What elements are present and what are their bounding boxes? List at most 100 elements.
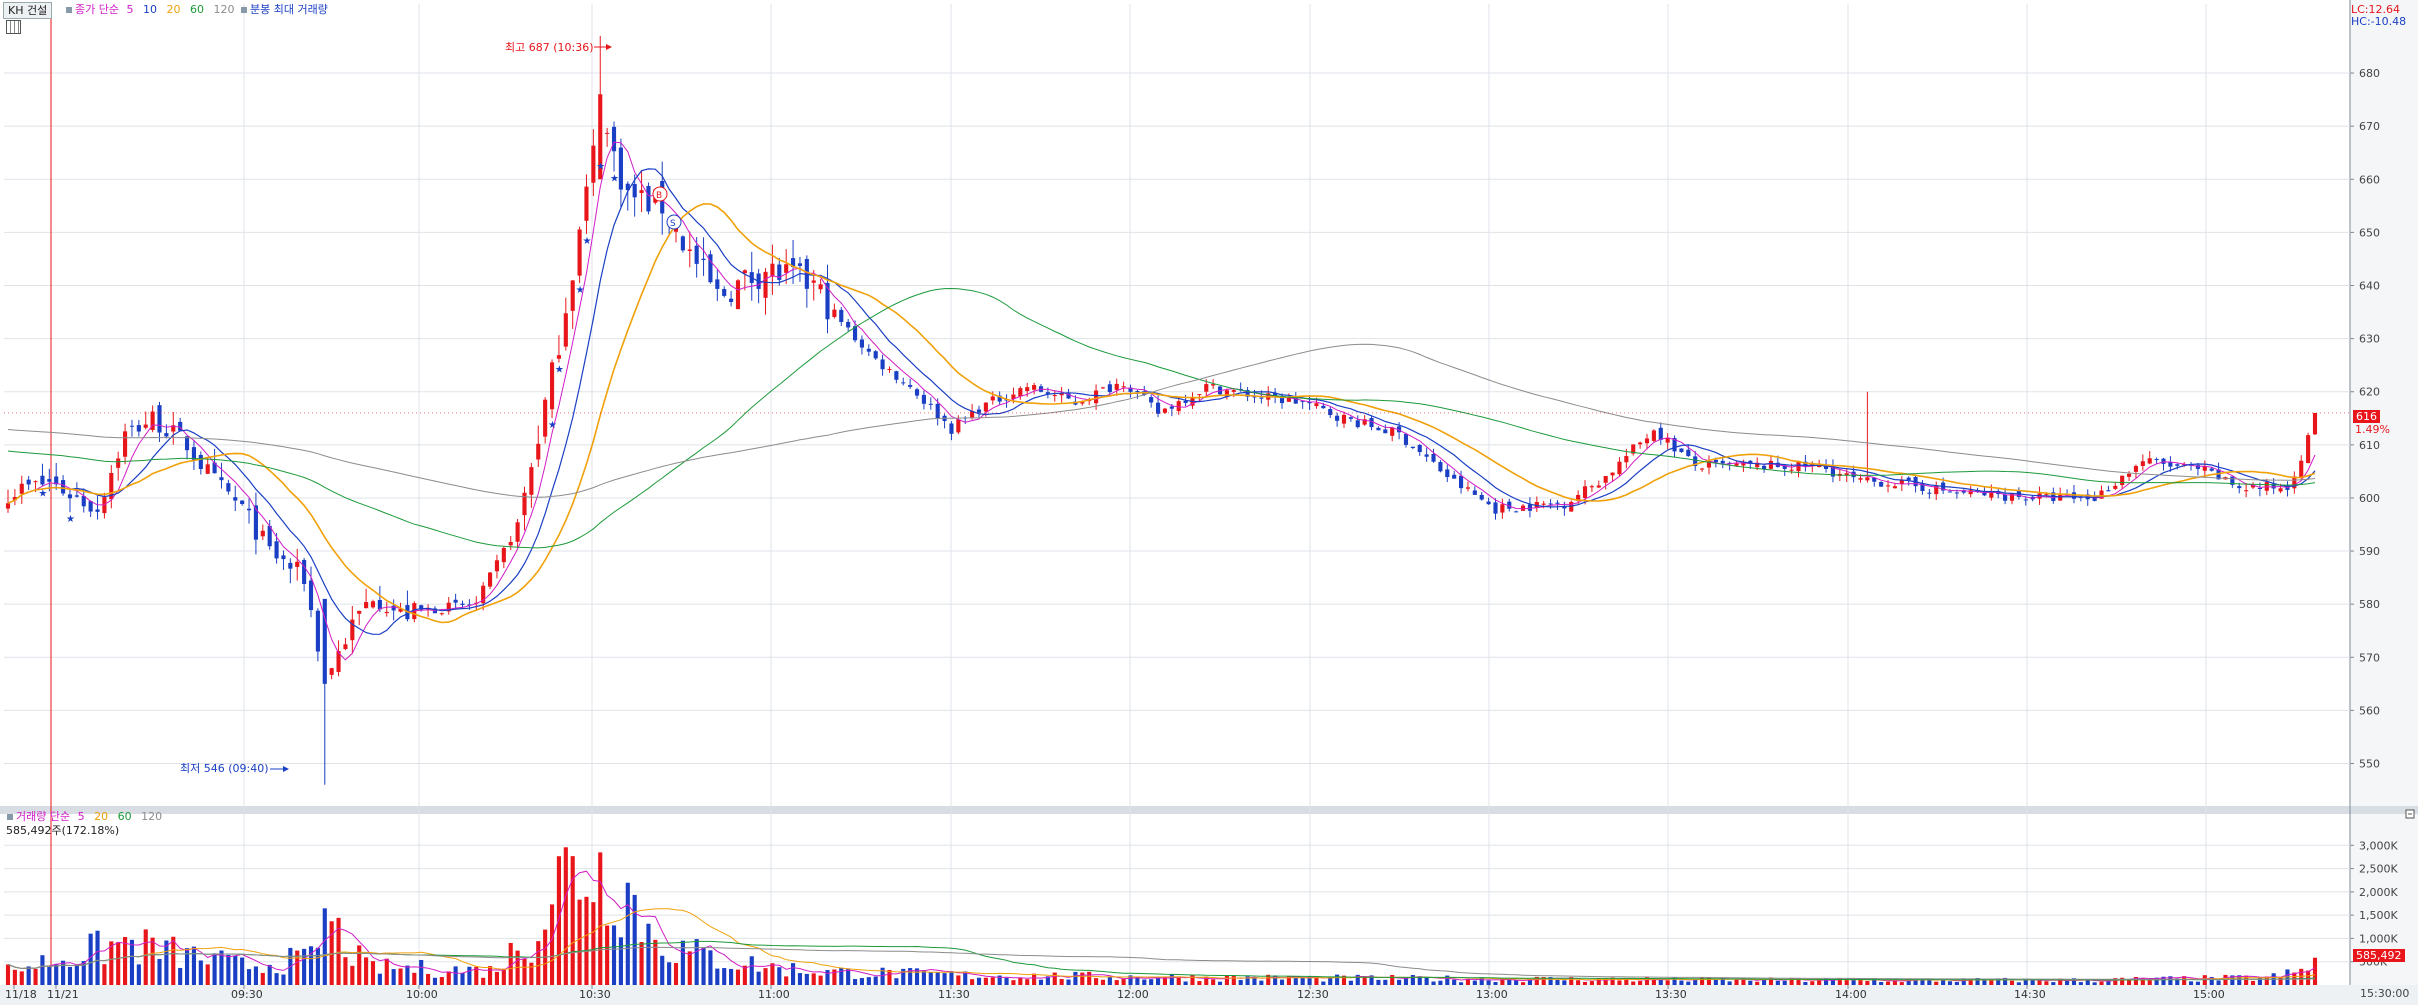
candle-body	[1066, 393, 1071, 399]
candle-body	[1624, 456, 1629, 463]
volume-bar	[1651, 979, 1656, 985]
volume-bar	[660, 955, 665, 985]
candle-body	[1706, 461, 1712, 468]
volume-bar	[1947, 981, 1953, 985]
volume-bar	[233, 955, 238, 985]
extra-indicator-label[interactable]: 분봉 최대 거래량	[249, 3, 328, 16]
vol-ma60-label[interactable]: 60	[117, 810, 132, 823]
candle-body	[1452, 474, 1457, 479]
candle-body	[1128, 387, 1133, 392]
time-tick-label: 13:30	[1655, 988, 1687, 1001]
volume-bar	[47, 967, 52, 985]
volume-bar	[1224, 975, 1229, 985]
candle-body	[1982, 491, 1987, 496]
candle-body	[935, 403, 940, 419]
candle-body	[267, 525, 272, 547]
volume-bar	[742, 965, 747, 985]
volume-bar	[804, 973, 809, 985]
candle-body	[1149, 397, 1154, 403]
candle-body	[467, 604, 472, 606]
volume-bar	[722, 968, 727, 985]
candle-body	[846, 321, 851, 328]
volume-bar	[1369, 975, 1374, 985]
volume-bar	[2237, 975, 2242, 985]
ma20-label[interactable]: 20	[166, 3, 181, 16]
ma10-label[interactable]: 10	[142, 3, 157, 16]
candle-body	[171, 425, 176, 432]
volume-bar	[667, 962, 672, 985]
volume-bar	[2030, 979, 2035, 985]
volume-bar	[2044, 981, 2049, 985]
ma120-label[interactable]: 120	[213, 3, 235, 16]
high-arrowhead-icon	[606, 44, 612, 50]
volume-bar	[5, 964, 11, 985]
volume-bar	[2188, 981, 2194, 985]
candle-body	[1762, 465, 1767, 470]
candle-body	[74, 495, 79, 497]
calculator-icon[interactable]	[6, 20, 21, 34]
candle-body	[1135, 391, 1140, 393]
volume-bar	[81, 961, 86, 985]
volume-ma120-line	[7, 946, 2316, 981]
candle-body	[1155, 402, 1161, 414]
volume-bar	[2216, 980, 2221, 985]
candle-body	[1686, 449, 1691, 457]
volume-bar	[1500, 978, 1505, 985]
candle-body	[914, 389, 920, 396]
candle-body	[2140, 461, 2145, 466]
volume-bar	[921, 970, 926, 985]
volume-bar	[1011, 980, 1016, 985]
candle-body	[605, 132, 610, 134]
candle-body	[439, 613, 444, 615]
candle-body	[1403, 433, 1409, 445]
candle-body	[976, 409, 982, 413]
volume-bar	[846, 968, 851, 985]
candle-body	[715, 279, 720, 289]
volume-bar	[880, 967, 885, 985]
volume-bar	[1335, 974, 1340, 985]
candle-body	[1920, 483, 1925, 492]
volume-bar	[756, 971, 761, 985]
volume-bar	[2023, 978, 2028, 985]
candle-body	[116, 458, 121, 468]
candle-body	[1789, 469, 1794, 471]
ma5-label[interactable]: 5	[126, 3, 134, 16]
volume-bar	[1844, 979, 1849, 985]
candle-body	[873, 351, 878, 359]
time-tick-label: 12:00	[1117, 988, 1149, 1001]
price-tick-label: 550	[2359, 758, 2380, 771]
candle-body	[2257, 487, 2262, 489]
candle-body	[536, 443, 541, 460]
volume-bar	[1238, 979, 1243, 985]
volume-bar	[983, 977, 988, 985]
signal-star-icon: ★	[576, 285, 585, 296]
price-tick-label: 620	[2359, 386, 2380, 399]
volume-bar	[2126, 979, 2132, 985]
candle-body	[735, 280, 741, 310]
volume-bar	[1114, 980, 1119, 985]
candle-body	[1858, 478, 1863, 480]
candle-body	[1617, 461, 1622, 475]
candle-body	[1369, 417, 1374, 428]
candle-body	[1844, 473, 1849, 476]
ma60-label[interactable]: 60	[189, 3, 204, 16]
candle-body	[1755, 462, 1760, 468]
candle-body	[12, 497, 17, 501]
stock-selector-button[interactable]: KH 건설	[3, 2, 53, 19]
volume-bar	[2209, 976, 2214, 985]
volume-bar	[749, 956, 754, 985]
vol-ma120-label[interactable]: 120	[141, 810, 163, 823]
volume-bar	[19, 971, 24, 985]
candle-body	[2154, 459, 2159, 461]
vol-ma20-label[interactable]: 20	[94, 810, 109, 823]
candle-body	[2237, 486, 2242, 489]
vol-ma5-label[interactable]: 5	[77, 810, 85, 823]
volume-bar	[171, 936, 176, 985]
candle-body	[2161, 458, 2166, 464]
volume-bar	[88, 933, 93, 985]
buy-marker-icon: B	[652, 186, 668, 202]
candle-body	[2058, 494, 2063, 501]
volume-bar	[1851, 979, 1856, 985]
volume-bar	[267, 964, 272, 985]
candle-body	[1121, 386, 1126, 388]
